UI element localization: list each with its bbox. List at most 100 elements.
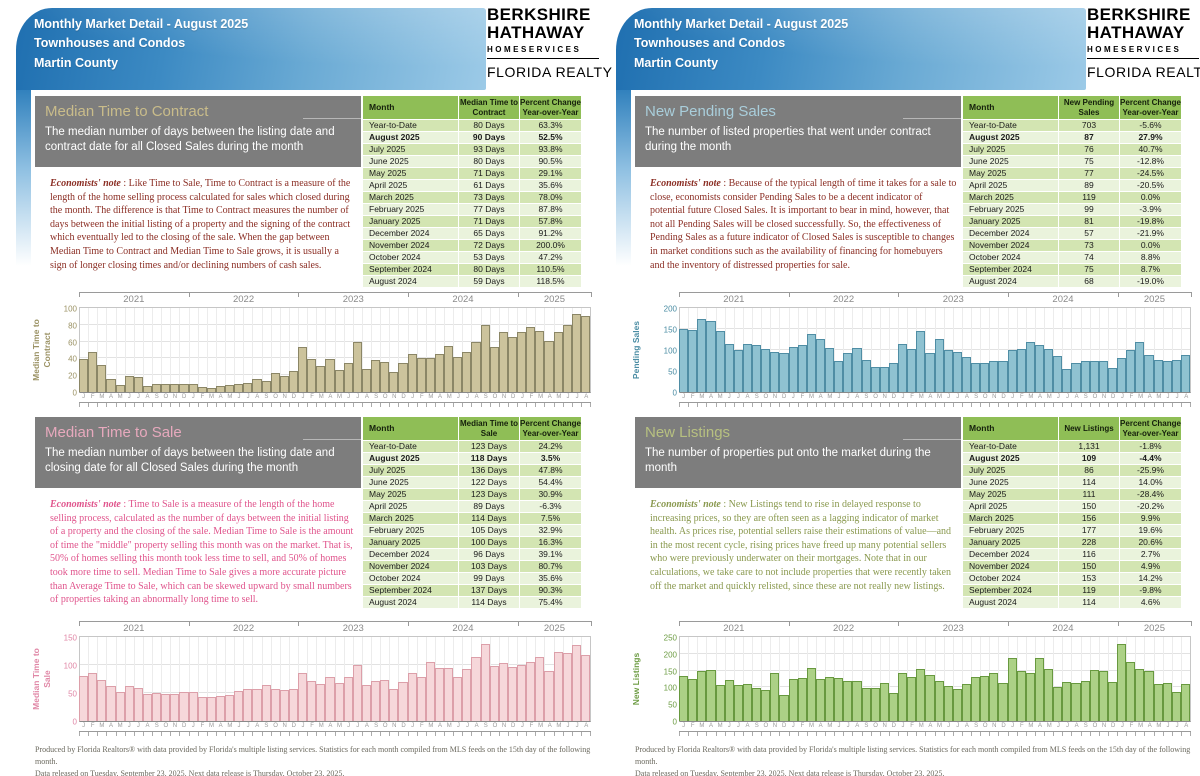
- ruler-tick: [326, 403, 336, 407]
- table-cell-month: December 2024: [963, 549, 1058, 560]
- ruler-tick: [744, 732, 753, 736]
- ruler-tick: [162, 732, 172, 736]
- year-label: 2024: [1052, 623, 1074, 634]
- bar: [770, 672, 780, 721]
- month-letter: M: [99, 723, 105, 729]
- ruler-tick: [1100, 403, 1109, 407]
- bar: [380, 361, 390, 392]
- ruler-tick: [1182, 403, 1191, 407]
- y-tick-label: 150: [663, 325, 677, 335]
- table-cell-percent: 93.8%: [520, 144, 581, 155]
- bar: [425, 661, 435, 721]
- table-cell-percent: -1.8%: [1120, 441, 1181, 452]
- ruler-tick: [89, 732, 99, 736]
- bar: [298, 672, 308, 721]
- chart-month-cell: [916, 308, 927, 392]
- section-title: New Pending Sales: [645, 103, 776, 120]
- bar: [270, 689, 280, 721]
- chart-month-cell: [106, 308, 117, 392]
- month-letter: F: [1019, 394, 1024, 400]
- ruler-tick: [835, 403, 845, 407]
- ruler-tick: [253, 403, 263, 407]
- header-band: [616, 8, 1086, 90]
- bar: [526, 327, 536, 392]
- month-letter: M: [318, 723, 324, 729]
- month-letter: J: [947, 723, 951, 729]
- ruler-tick: [917, 403, 927, 407]
- bar: [553, 332, 563, 392]
- ruler-tick: [790, 732, 799, 736]
- table-cell-month: March 2025: [963, 192, 1058, 203]
- year-label: 2023: [342, 623, 364, 634]
- chart-month-cell: [453, 308, 464, 392]
- chart-month-cell: [161, 637, 172, 721]
- table-cell-percent: 91.2%: [520, 228, 581, 239]
- economists-note: Economists' note : Time to Sale is a mea…: [50, 498, 358, 607]
- chart-month-cell: [170, 308, 181, 392]
- month-letter: J: [456, 394, 460, 400]
- bar: [307, 359, 317, 392]
- table-cell-percent: 16.3%: [520, 537, 581, 548]
- logo-line-florida-realty: FLORIDA REALTY: [1087, 63, 1200, 80]
- bar: [916, 331, 926, 392]
- ruler-tick: [281, 732, 290, 736]
- table-cell-value: 89 Days: [459, 501, 519, 512]
- bar: [535, 657, 545, 721]
- month-letter: O: [763, 394, 769, 400]
- column-header-month: Month: [963, 96, 1058, 119]
- chart-month-cell: [1171, 637, 1182, 721]
- chart-month-cell: [97, 308, 108, 392]
- month-letter: N: [282, 394, 287, 400]
- month-letter: J: [465, 723, 469, 729]
- bar: [1162, 360, 1172, 392]
- year-tick: [679, 621, 680, 626]
- bar: [325, 359, 335, 392]
- bar: [115, 385, 125, 392]
- chart-month-cell: [861, 308, 872, 392]
- bar: [124, 376, 134, 392]
- month-letter: F: [910, 723, 914, 729]
- ruler-tick: [881, 732, 890, 736]
- bar: [507, 667, 517, 721]
- table-cell-value: 153: [1059, 573, 1119, 584]
- note-separator: :: [720, 499, 729, 510]
- ruler-tick: [472, 732, 482, 736]
- month-letter: M: [318, 394, 324, 400]
- month-letter: F: [690, 394, 695, 400]
- table-cell-month: July 2025: [363, 144, 458, 155]
- ruler-tick: [153, 732, 163, 736]
- month-letter: M: [209, 394, 215, 400]
- bar: [907, 676, 917, 721]
- ruler-tick: [1155, 403, 1164, 407]
- month-letter: M: [918, 723, 924, 729]
- bar: [1117, 644, 1127, 721]
- ruler-tick: [844, 732, 854, 736]
- table-cell-value: 87: [1059, 132, 1119, 143]
- ruler-tick: [308, 403, 318, 407]
- month-letter: J: [356, 723, 360, 729]
- year-tick: [79, 621, 80, 626]
- chart-month-cell: [1098, 308, 1109, 392]
- chart-month-cell: [352, 308, 363, 392]
- ruler-tick: [527, 732, 537, 736]
- bar: [779, 352, 789, 392]
- month-letter: A: [547, 723, 552, 729]
- report-county: Martin County: [634, 55, 719, 70]
- bar: [316, 365, 326, 392]
- bar: [925, 353, 935, 392]
- ruler-tick: [1100, 732, 1109, 736]
- month-letter: A: [438, 723, 443, 729]
- month-letter: F: [529, 723, 534, 729]
- bar: [288, 371, 298, 392]
- economists-note: Economists' note : Like Time to Sale, Ti…: [50, 177, 358, 272]
- year-tick: [188, 292, 190, 297]
- ruler-tick: [771, 732, 781, 736]
- ruler-tick: [98, 732, 108, 736]
- ruler-tick: [872, 732, 881, 736]
- month-letter: S: [483, 394, 488, 400]
- ruler-tick: [263, 732, 272, 736]
- month-letter: A: [1038, 723, 1043, 729]
- bar: [1144, 670, 1154, 721]
- ruler-tick: [981, 732, 991, 736]
